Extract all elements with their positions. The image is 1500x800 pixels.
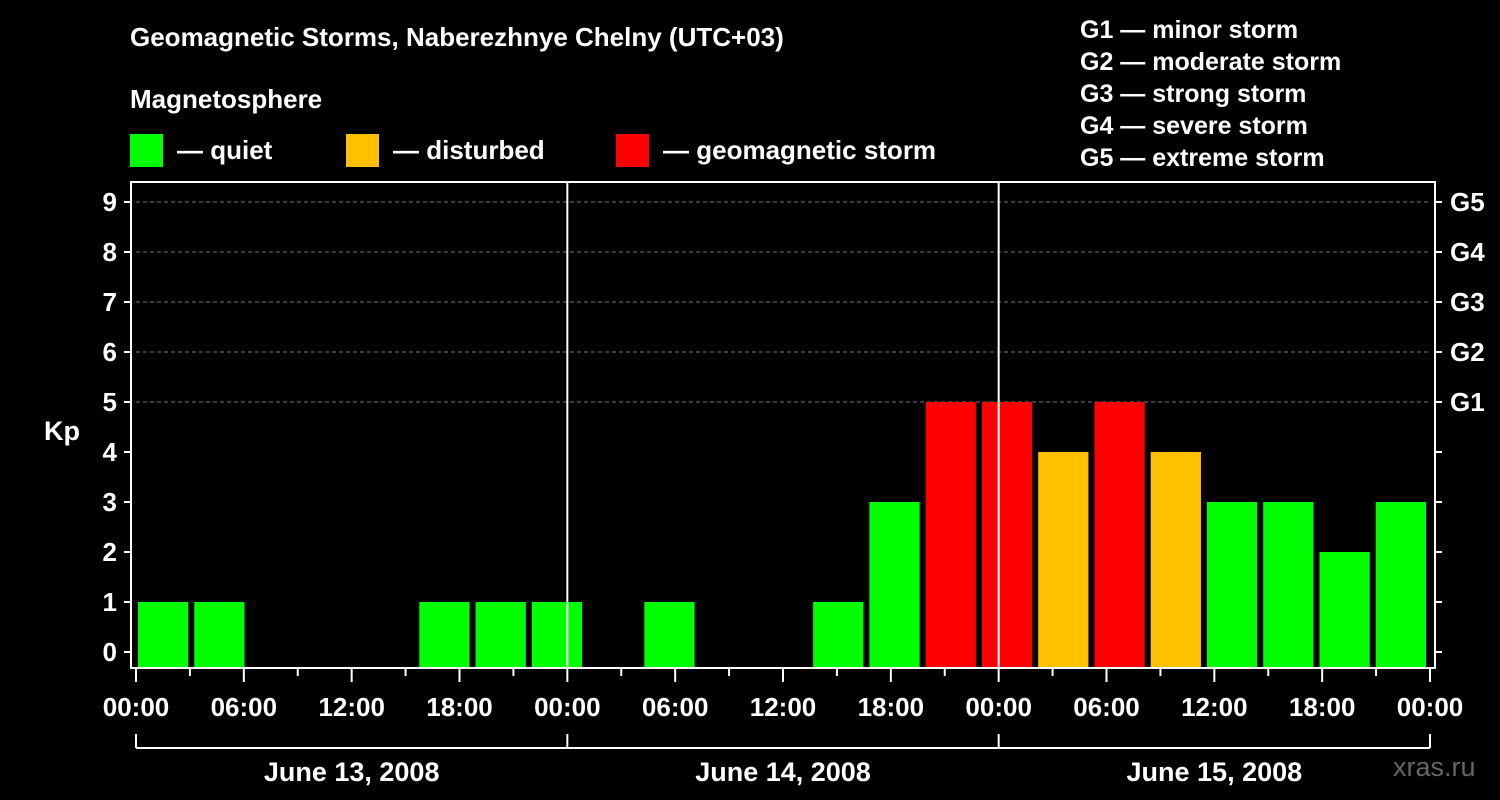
bar xyxy=(475,602,526,668)
y-tick-label: 7 xyxy=(103,287,117,317)
bar xyxy=(1206,502,1258,668)
bar xyxy=(1263,502,1314,668)
day-label: June 15, 2008 xyxy=(1127,757,1303,787)
bar xyxy=(925,402,976,668)
y-tick-label: 2 xyxy=(103,537,117,567)
legend-label-disturbed: — disturbed xyxy=(393,134,545,165)
chart-title: Geomagnetic Storms, Naberezhnye Chelny (… xyxy=(130,22,784,52)
bar xyxy=(981,402,1033,668)
bar xyxy=(1319,552,1370,668)
y-tick-label: 4 xyxy=(103,437,118,467)
x-tick-label: 00:00 xyxy=(1397,692,1464,722)
legend-item-quiet: — quiet xyxy=(130,133,272,167)
bar xyxy=(194,602,245,668)
y-tick-label: 1 xyxy=(103,587,117,617)
scale-g2: G2 — moderate storm xyxy=(1080,48,1342,76)
y-tick-label: 3 xyxy=(103,487,117,517)
quiet-swatch xyxy=(130,133,163,167)
y-axis-label: Kp xyxy=(44,416,80,446)
day-label: June 13, 2008 xyxy=(264,757,440,787)
bar xyxy=(813,602,864,668)
storm-swatch xyxy=(616,133,649,167)
right-tick-label: G2 xyxy=(1450,337,1485,367)
x-tick-label: 12:00 xyxy=(750,692,817,722)
legend-item-disturbed: — disturbed xyxy=(346,133,545,167)
legend-heading: Magnetosphere xyxy=(130,84,323,114)
bar xyxy=(1375,502,1426,668)
scale-g3: G3 — strong storm xyxy=(1080,80,1307,108)
legend-label-quiet: — quiet xyxy=(177,134,273,165)
scale-g1: G1 — minor storm xyxy=(1080,16,1299,44)
y-tick-label: 8 xyxy=(103,237,117,267)
bar xyxy=(644,602,695,668)
bar xyxy=(1150,452,1201,668)
watermark: xras.ru xyxy=(1393,752,1476,782)
y-tick-label: 5 xyxy=(103,387,117,417)
x-tick-label: 06:00 xyxy=(642,692,709,722)
right-tick-label: G4 xyxy=(1450,237,1485,267)
day-label: June 14, 2008 xyxy=(695,757,871,787)
bar xyxy=(419,602,470,668)
x-tick-label: 12:00 xyxy=(318,692,385,722)
x-tick-label: 00:00 xyxy=(534,692,601,722)
bar xyxy=(138,602,189,668)
x-tick-label: 06:00 xyxy=(1073,692,1140,722)
bar xyxy=(531,602,583,668)
x-tick-label: 00:00 xyxy=(965,692,1032,722)
disturbed-swatch xyxy=(346,133,379,167)
legend-label-storm: — geomagnetic storm xyxy=(663,134,937,165)
storm-scale-legend: G1 — minor storm G2 — moderate storm G3 … xyxy=(1080,14,1341,174)
x-tick-label: 18:00 xyxy=(426,692,493,722)
right-tick-label: G1 xyxy=(1450,387,1485,417)
right-tick-label: G3 xyxy=(1450,287,1485,317)
bar xyxy=(1094,402,1145,668)
scale-g5: G5 — extreme storm xyxy=(1080,144,1325,172)
right-tick-label: G5 xyxy=(1450,187,1485,217)
y-tick-label: 0 xyxy=(103,637,117,667)
x-tick-label: 06:00 xyxy=(211,692,278,722)
y-tick-label: 6 xyxy=(103,337,117,367)
x-tick-label: 18:00 xyxy=(858,692,925,722)
x-tick-label: 12:00 xyxy=(1181,692,1248,722)
y-tick-label: 9 xyxy=(103,187,117,217)
x-tick-label: 00:00 xyxy=(103,692,170,722)
legend-item-storm: — geomagnetic storm xyxy=(616,133,936,167)
scale-g4: G4 — severe storm xyxy=(1080,112,1308,140)
x-tick-label: 18:00 xyxy=(1289,692,1356,722)
bar xyxy=(1038,452,1089,668)
bar xyxy=(869,502,920,668)
